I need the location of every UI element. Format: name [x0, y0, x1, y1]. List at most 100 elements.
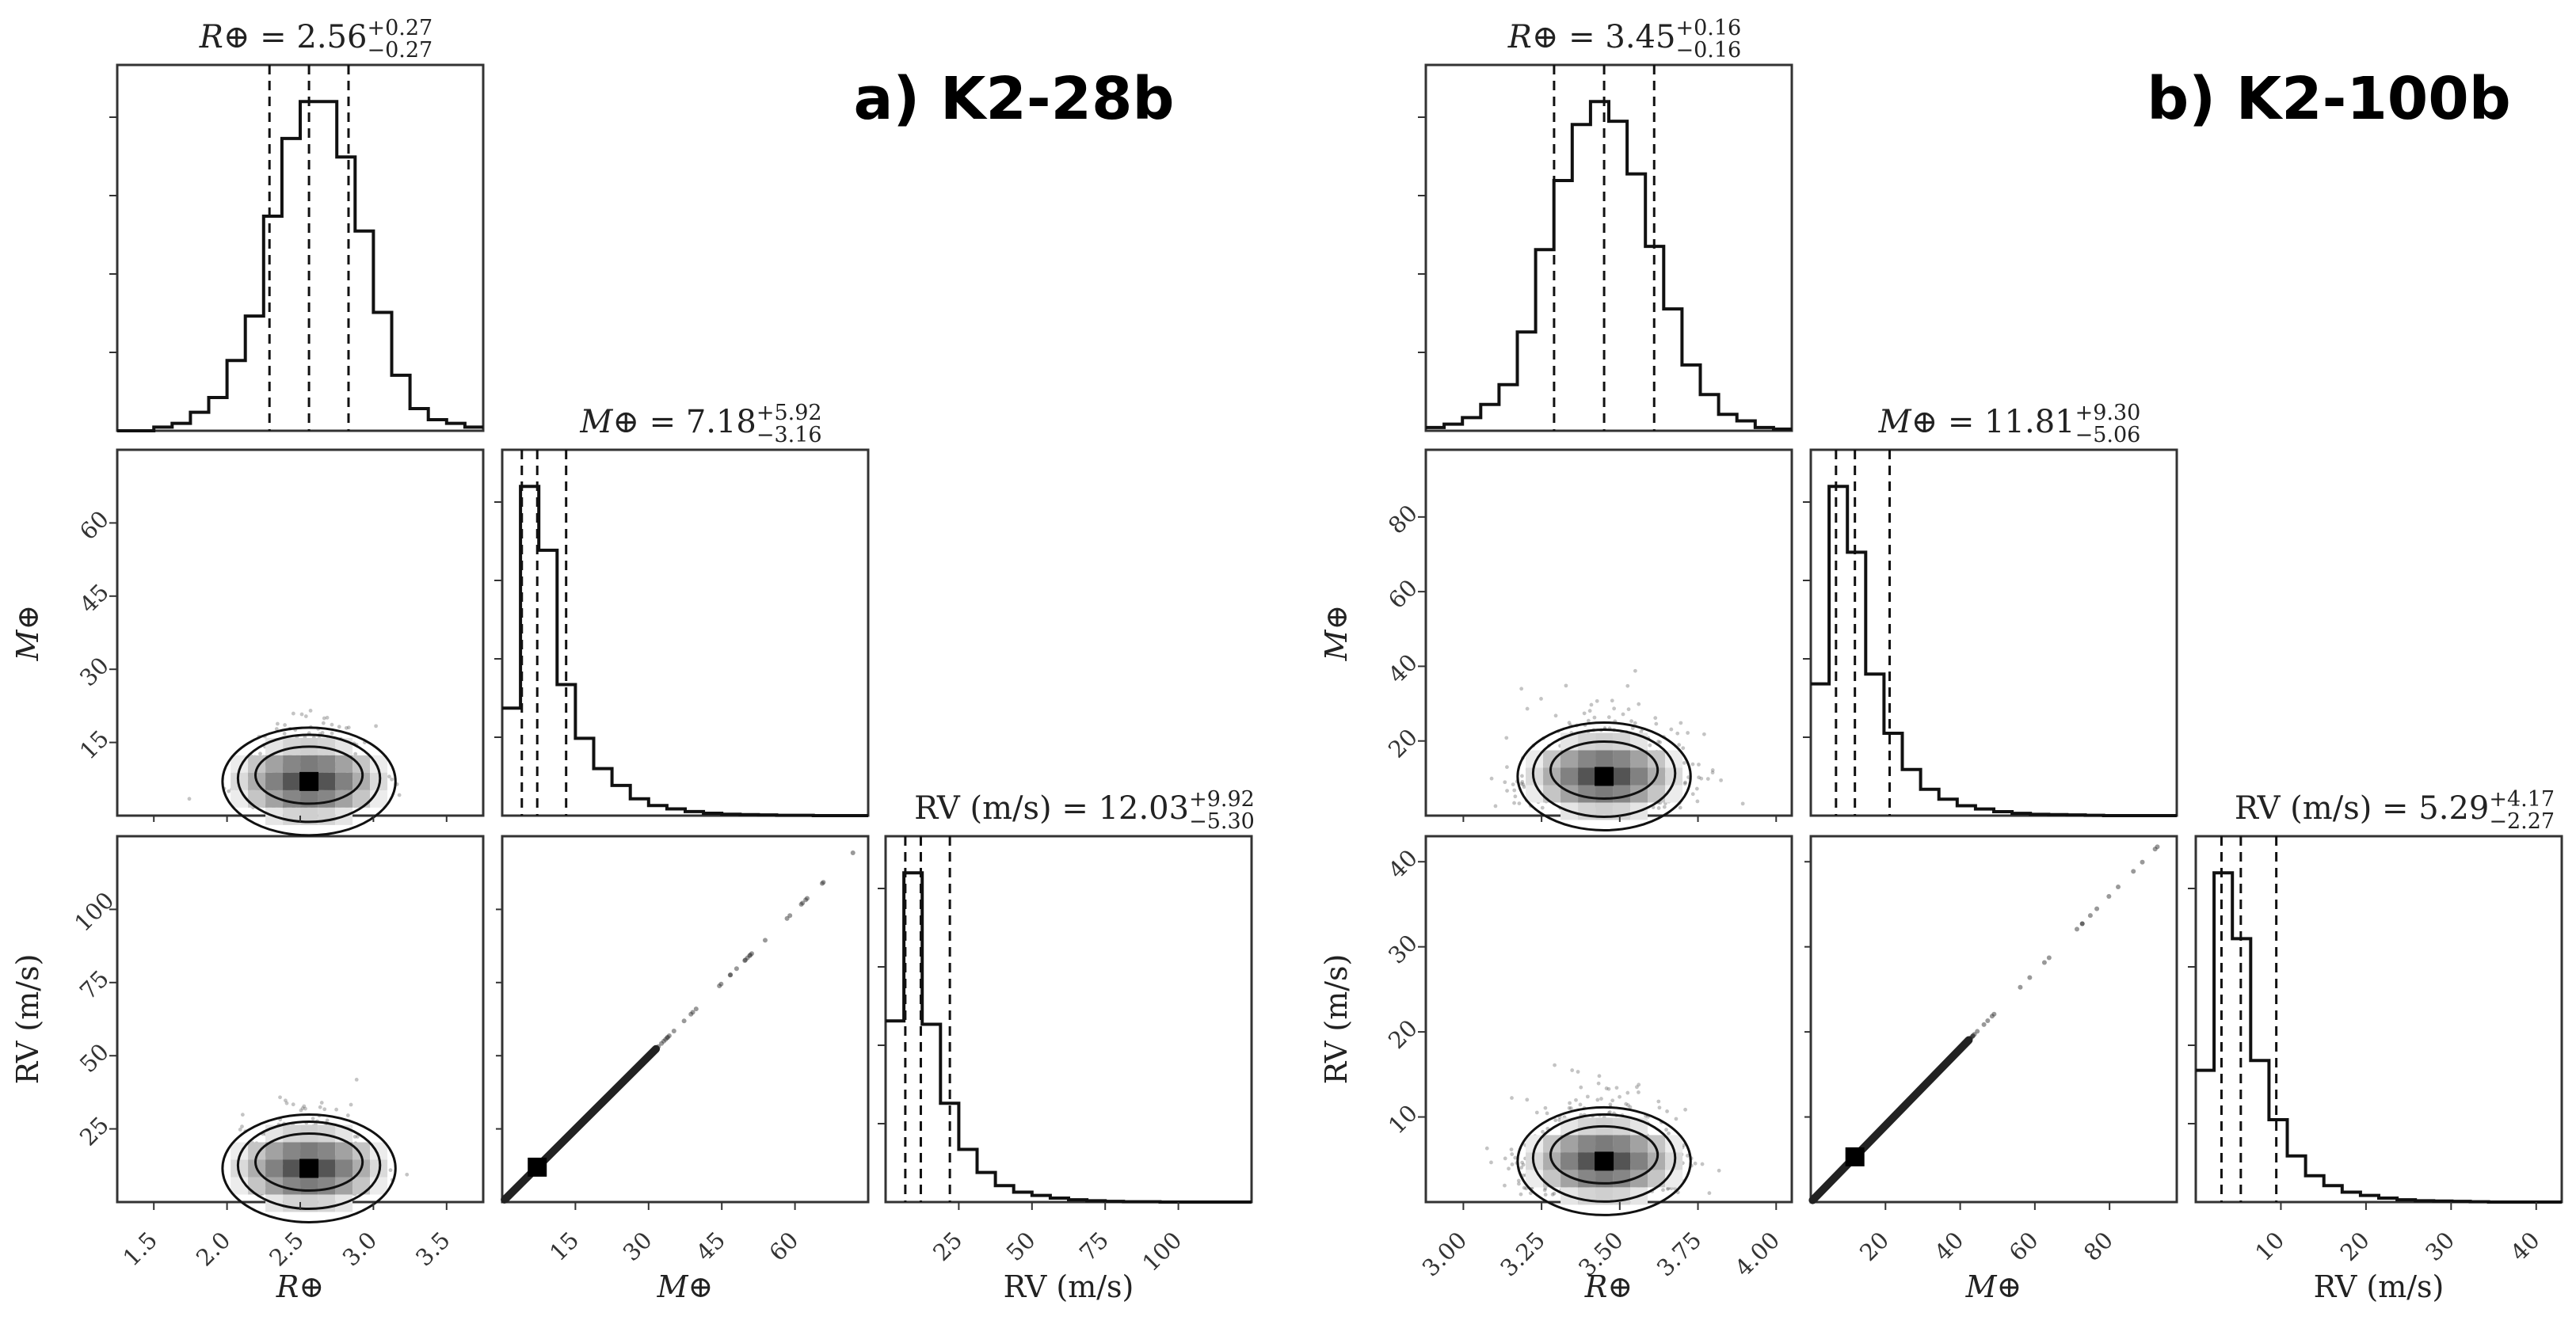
sample-point [1521, 1162, 1526, 1167]
sample-point [1635, 1085, 1639, 1090]
sample-point [666, 1033, 672, 1038]
param-title: M⊕ = 11.81+9.30 [1878, 401, 2141, 440]
sample-point [1697, 763, 1701, 767]
sample-point [322, 1107, 327, 1112]
sample-point [291, 1102, 295, 1107]
density-cell [318, 1159, 336, 1178]
sample-point [300, 1106, 305, 1110]
x-tick-label: 40 [1929, 1227, 1968, 1266]
sample-point [1682, 1143, 1686, 1147]
density-cell [318, 1142, 336, 1160]
sample-point [1519, 774, 1524, 778]
density-cell [318, 772, 336, 790]
x-tick-label: 2.0 [191, 1227, 236, 1272]
x-axis-label: RV (m/s) [1004, 1269, 1134, 1304]
density-cell [1543, 750, 1561, 768]
param-title: M⊕ = 7.18+5.92 [579, 401, 821, 440]
sample-point [671, 1029, 676, 1034]
density-cell [352, 1177, 371, 1195]
sample-point [1653, 716, 1658, 721]
sample-point [1510, 1096, 1514, 1100]
sample-point [1701, 732, 1706, 736]
histogram-step [2196, 871, 2562, 1204]
sample-point [2046, 955, 2052, 961]
density-cell [283, 1177, 301, 1195]
sample-point [1505, 765, 1509, 770]
sample-point [374, 724, 379, 729]
y-axis-label: RV (m/s) [10, 954, 45, 1085]
sample-point [1669, 727, 1674, 732]
sample-point [1657, 1105, 1662, 1110]
scatter-radius-vs-rv [1484, 1063, 1721, 1216]
sample-point [330, 731, 334, 736]
sample-point [353, 751, 358, 756]
density-cell [335, 772, 353, 790]
density-cell [1543, 1170, 1561, 1188]
density-cell [1613, 750, 1631, 768]
sample-point [1517, 801, 1522, 806]
sample-point [274, 727, 279, 731]
sample-point [1543, 1186, 1548, 1191]
panel-title: b) K2-100b [2147, 65, 2511, 133]
x-axis-label: RV (m/s) [2314, 1269, 2445, 1304]
density-cell [283, 789, 301, 808]
sample-point [1540, 805, 1545, 810]
sample-point [1664, 1128, 1668, 1132]
sample-point [1503, 780, 1507, 785]
sample-point [1519, 1166, 1524, 1170]
density-cell [1578, 767, 1596, 786]
hist-frame [501, 448, 870, 817]
sample-point [748, 953, 753, 958]
density-cell [283, 1142, 301, 1160]
sample-point [1693, 1161, 1698, 1166]
sample-point [1579, 1085, 1583, 1090]
density-peak [1845, 1147, 1865, 1166]
sample-point [1985, 1018, 1991, 1023]
sample-point [1694, 786, 1699, 791]
x-tick-label: 80 [2079, 1227, 2118, 1266]
sample-point [321, 721, 326, 725]
sample-point [1543, 1193, 1548, 1197]
x-tick-label: 3.25 [1495, 1227, 1550, 1282]
sample-point [355, 1135, 360, 1139]
param-minus-error: −0.27 [367, 38, 433, 63]
density-cell [265, 1142, 284, 1160]
sample-point [1519, 687, 1524, 691]
density-cell [1595, 1170, 1614, 1188]
sample-point [258, 751, 262, 756]
param-minus-error: −3.16 [756, 423, 822, 447]
sample-point [1553, 1118, 1558, 1123]
sample-point [1610, 698, 1614, 703]
sample-point [2152, 847, 2158, 852]
density-cell [1578, 1117, 1596, 1136]
density-cell [1630, 767, 1648, 786]
param-minus-error: −5.30 [1189, 809, 1255, 834]
sample-point [1582, 711, 1587, 716]
sample-point [1595, 1098, 1600, 1102]
sample-point [1578, 1102, 1583, 1107]
density-cell [300, 789, 318, 808]
sample-point [1662, 805, 1667, 809]
density-ridge [1808, 1036, 1973, 1204]
histogram-step [1426, 100, 1792, 431]
sample-point [330, 722, 334, 727]
sample-point [1710, 770, 1715, 775]
sample-point [1522, 1185, 1526, 1190]
density-contour [253, 745, 364, 805]
sample-point [784, 915, 790, 921]
sample-point [1568, 1106, 1573, 1110]
x-axis-label: M⊕ [657, 1269, 714, 1304]
sample-point [1511, 782, 1515, 786]
sample-point [1589, 702, 1594, 707]
density-contour [236, 733, 382, 824]
sample-point [1534, 1110, 1539, 1115]
density-cell [283, 755, 301, 773]
x-axis-label: R⊕ [1584, 1269, 1633, 1304]
sample-point [1989, 1014, 1995, 1019]
sample-point [681, 1018, 687, 1024]
sample-point [1661, 1188, 1665, 1193]
density-cell [335, 1159, 353, 1178]
sample-point [240, 1124, 244, 1129]
sample-point [303, 1106, 307, 1111]
sample-point [311, 1117, 315, 1121]
